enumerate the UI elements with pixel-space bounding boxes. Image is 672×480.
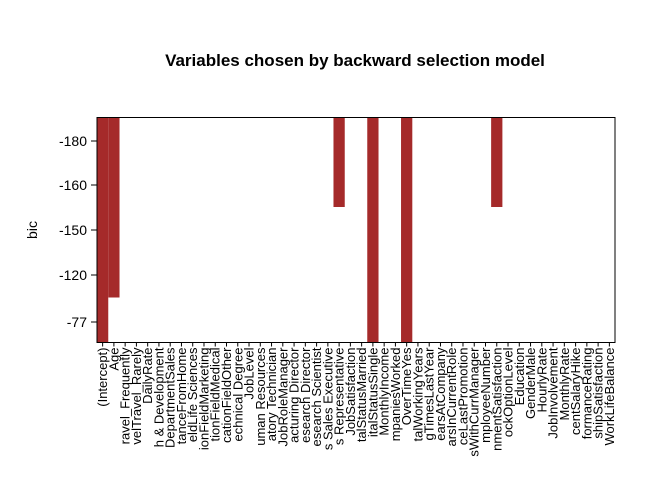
x-tick-label-10: tionFieldMedical bbox=[208, 347, 223, 441]
x-tick-label-33: sWithCurrManager bbox=[467, 347, 482, 457]
x-tick-label-22: JobSatisfaction bbox=[343, 348, 358, 436]
x-tick-label-2: ravel_Frequently bbox=[118, 347, 133, 444]
x-tick-label-11: cationFieldOther bbox=[219, 347, 234, 443]
x-tick-label-25: MonthlyIncome bbox=[377, 348, 392, 436]
x-tick-label-28: talWorkingYears bbox=[410, 347, 425, 441]
x-tick-label-42: centSalaryHike bbox=[568, 348, 583, 435]
selected-cell-27 bbox=[401, 117, 413, 343]
x-tick-label-14: uman Resources bbox=[253, 347, 268, 446]
x-tick-label-21: s Representative bbox=[332, 348, 347, 446]
x-tick-label-32: ceLastPromotion bbox=[455, 348, 470, 446]
x-tick-label-30: earsAtCompany bbox=[433, 347, 448, 441]
x-tick-label-41: MonthlyRate bbox=[557, 348, 572, 421]
x-tick-label-27: OverTimeYes bbox=[399, 347, 414, 425]
selected-cell-1 bbox=[108, 117, 120, 298]
selected-cell-0 bbox=[97, 117, 109, 343]
x-tick-label-23: talStatusMarried bbox=[354, 348, 369, 443]
x-tick-label-0: (Intercept) bbox=[95, 348, 110, 407]
x-tick-label-13: JobLevel bbox=[242, 347, 257, 399]
x-tick-label-24: italStatusSingle bbox=[365, 348, 380, 438]
x-tick-label-35: nmentSatisfaction bbox=[489, 348, 504, 451]
x-tick-label-16: JobRoleManager bbox=[275, 347, 290, 447]
plot-frame bbox=[96, 117, 616, 343]
x-tick-label-45: WorkLifeBalance bbox=[602, 348, 617, 446]
x-tick-label-26: mpaniesWorked bbox=[388, 348, 403, 442]
x-tick-label-3: velTravel_Rarely bbox=[129, 347, 144, 445]
x-tick-label-1: Age bbox=[106, 348, 121, 371]
x-tick-label-12: echnical Degree bbox=[230, 348, 245, 442]
y-tick-label-1: -160 bbox=[59, 177, 87, 193]
y-tick-label-2: -150 bbox=[59, 222, 87, 238]
x-tick-label-15: atory Technician bbox=[264, 348, 279, 442]
x-tick-label-17: acturing Director bbox=[287, 347, 302, 443]
x-tick-label-5: h & Development bbox=[151, 347, 166, 447]
x-tick-label-29: gTimesLastYear bbox=[422, 347, 437, 441]
x-tick-label-7: tanceFromHome bbox=[174, 348, 189, 445]
y-axis-ticks: -180 -160 -150 -120 -77 bbox=[59, 133, 97, 330]
x-tick-label-34: mployeeNumber bbox=[478, 347, 493, 443]
x-tick-label-19: esearch Scientist bbox=[309, 347, 324, 446]
x-tick-label-38: GenderMale bbox=[523, 348, 538, 420]
y-tick-label-4: -77 bbox=[67, 314, 87, 330]
x-tick-label-9: ionFieldMarketing bbox=[196, 348, 211, 451]
selection-cells bbox=[97, 117, 503, 343]
selected-cell-21 bbox=[333, 117, 345, 207]
x-tick-label-18: esearch Director bbox=[298, 347, 313, 443]
x-tick-label-31: arsInCurrentRole bbox=[444, 348, 459, 447]
x-tick-label-44: shipSatisfaction bbox=[591, 348, 606, 439]
y-tick-label-0: -180 bbox=[59, 133, 87, 149]
y-tick-label-3: -120 bbox=[59, 267, 87, 283]
y-axis-label: bic bbox=[24, 221, 40, 239]
chart-title: Variables chosen by backward selection m… bbox=[165, 51, 545, 70]
x-tick-label-39: HourlyRate bbox=[534, 348, 549, 413]
x-tick-label-37: Education bbox=[512, 348, 527, 406]
x-tick-label-8: eldLife Sciences bbox=[185, 347, 200, 442]
x-tick-label-20: s Sales Executive bbox=[320, 348, 335, 451]
x-axis-ticks: (Intercept)Ageravel_FrequentlyvelTravel_… bbox=[95, 342, 617, 457]
selected-cell-24 bbox=[367, 117, 379, 343]
x-tick-label-43: formanceRating bbox=[579, 348, 594, 440]
x-tick-label-4: DailyRate bbox=[140, 348, 155, 404]
x-tick-label-40: JobInvolvement bbox=[546, 347, 561, 438]
x-tick-label-6: DepartmentSales bbox=[163, 347, 178, 448]
x-tick-label-36: ockOptionLevel bbox=[501, 347, 516, 437]
selected-cell-35 bbox=[491, 117, 503, 207]
